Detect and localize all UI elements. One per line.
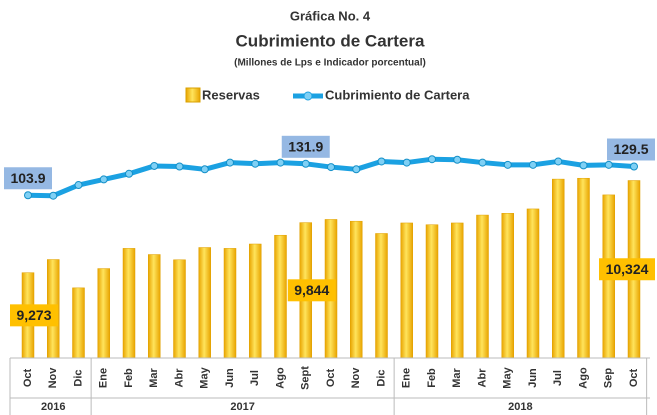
bar-label: 10,324 (606, 261, 649, 277)
bar (501, 213, 514, 359)
x-tick-label: Sep (603, 368, 615, 388)
line-marker (49, 191, 58, 200)
chart-title: Gráfica No. 4 (290, 8, 371, 23)
bar (451, 222, 464, 359)
bar (400, 222, 413, 359)
bar-label-box (10, 304, 58, 327)
bar (375, 233, 388, 359)
line-marker (226, 158, 234, 167)
line-marker (402, 158, 411, 167)
x-tick-label: Mar (148, 368, 160, 388)
x-tick-label: Feb (426, 368, 438, 388)
x-tick-label: Oct (325, 368, 337, 387)
line-marker (327, 163, 335, 172)
line-marker (377, 157, 386, 166)
bar (350, 220, 363, 359)
line-label-box (4, 167, 52, 190)
bar (526, 208, 540, 359)
x-tick-label: May (199, 366, 211, 388)
line-marker (301, 159, 310, 168)
bar-label-box (599, 258, 655, 281)
line-marker (352, 165, 361, 174)
line-marker (503, 160, 512, 169)
line-marker (604, 160, 613, 169)
line-marker (175, 162, 184, 171)
x-tick-label: Oct (22, 368, 34, 387)
x-tick-label: Oct (628, 368, 640, 387)
bar-label-box (287, 279, 336, 302)
legend-swatch (185, 87, 201, 103)
x-tick-label: Jul (249, 370, 261, 386)
line-label: 129.5 (613, 141, 648, 157)
legend-swatch (303, 91, 313, 101)
x-tick-label: Nov (350, 367, 362, 389)
line-marker (24, 191, 32, 200)
x-tick-label: Jun (224, 368, 236, 388)
x-tick-label: Mar (451, 368, 463, 388)
line-marker (453, 155, 462, 164)
bar-label: 9,273 (16, 307, 51, 323)
bar (425, 224, 439, 359)
line-label: 131.9 (288, 139, 323, 155)
line-marker (630, 162, 638, 171)
x-tick-label: Jul (552, 370, 564, 386)
bar (198, 247, 211, 359)
line-marker (74, 181, 83, 190)
x-tick-label: Abr (476, 368, 488, 388)
line-marker (428, 155, 436, 164)
bar (223, 248, 237, 359)
bar (122, 248, 136, 359)
line-marker (200, 165, 209, 174)
bar (173, 259, 186, 359)
x-tick-label: Dic (375, 369, 387, 386)
bar (72, 287, 85, 359)
group-label: 2017 (230, 401, 254, 413)
line-marker (478, 158, 487, 167)
bar (577, 177, 590, 359)
bar-label: 9,844 (294, 282, 329, 298)
line-marker (276, 158, 285, 167)
bar (274, 234, 287, 359)
x-tick-label: Abr (173, 368, 185, 388)
x-tick-label: Feb (123, 368, 135, 388)
line-marker (150, 161, 159, 170)
bar (476, 214, 489, 359)
x-tick-label: Ago (577, 367, 589, 389)
line-label: 103.9 (10, 170, 45, 186)
bar (148, 254, 161, 359)
x-tick-label: Ago (274, 367, 286, 389)
legend-label: Cubrimiento de Cartera (325, 87, 470, 102)
line-marker (125, 169, 133, 178)
x-tick-label: Dic (72, 369, 84, 386)
line-marker (251, 159, 260, 168)
legend-label: Reservas (202, 87, 260, 102)
x-tick-label: May (502, 366, 514, 388)
line-marker (99, 175, 108, 184)
x-tick-label: Nov (47, 367, 59, 389)
x-tick-label: Ene (401, 368, 413, 388)
x-tick-label: Sept (300, 366, 312, 390)
line-marker (554, 157, 563, 166)
group-label: 2016 (41, 401, 65, 413)
line-label-box (607, 138, 655, 161)
x-tick-label: Ene (98, 368, 110, 388)
chart-subtitle: Cubrimiento de Cartera (236, 31, 425, 50)
group-label: 2018 (508, 401, 532, 413)
x-tick-label: Jun (527, 368, 539, 388)
line-marker (579, 161, 588, 170)
bar (249, 243, 262, 359)
bar (552, 178, 565, 359)
bar (97, 268, 110, 359)
line-marker (529, 160, 537, 169)
line-label-box (281, 135, 330, 158)
chart-note: (Millones de Lps e Indicador porcentual) (234, 58, 426, 69)
